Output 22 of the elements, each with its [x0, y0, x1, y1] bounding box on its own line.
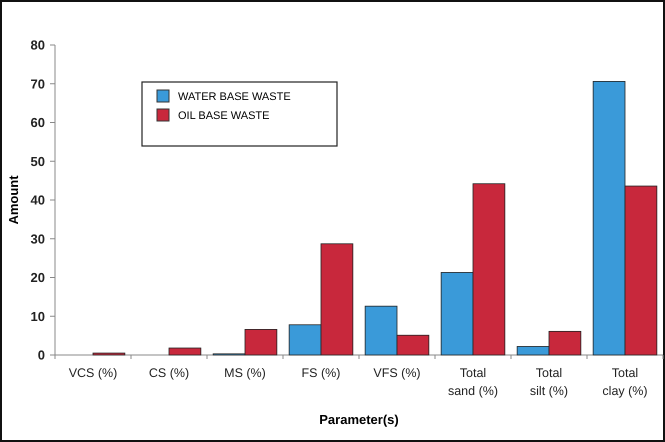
x-tick-label: VFS (%) [373, 366, 421, 380]
x-axis-title: Parameter(s) [319, 412, 399, 427]
x-tick-label: Total clay (%) [602, 366, 648, 398]
y-tick-label: 40 [30, 192, 45, 208]
x-tick-label: VCS (%) [68, 366, 118, 380]
x-tick-label: CS (%) [148, 366, 190, 380]
y-tick-label: 70 [30, 76, 45, 92]
legend-label: OIL BASE WASTE [178, 110, 270, 122]
x-tick-label: Total sand (%) [448, 366, 498, 398]
y-tick-label: 80 [30, 38, 45, 53]
y-tick-label: 10 [30, 308, 45, 324]
x-tick-label: Total silt (%) [530, 366, 568, 398]
y-axis-title: Amount [6, 174, 21, 225]
y-tick-label: 50 [30, 154, 45, 169]
y-tick-label: 20 [30, 270, 45, 286]
y-tick-label: 60 [30, 115, 45, 130]
legend-label: WATER BASE WASTE [178, 90, 291, 103]
x-tick-label: MS (%) [224, 366, 266, 380]
y-tick-label: 30 [30, 231, 45, 246]
bar [168, 348, 202, 356]
x-tick-label: FS (%) [302, 366, 340, 380]
y-tick-label: 0 [38, 348, 45, 363]
